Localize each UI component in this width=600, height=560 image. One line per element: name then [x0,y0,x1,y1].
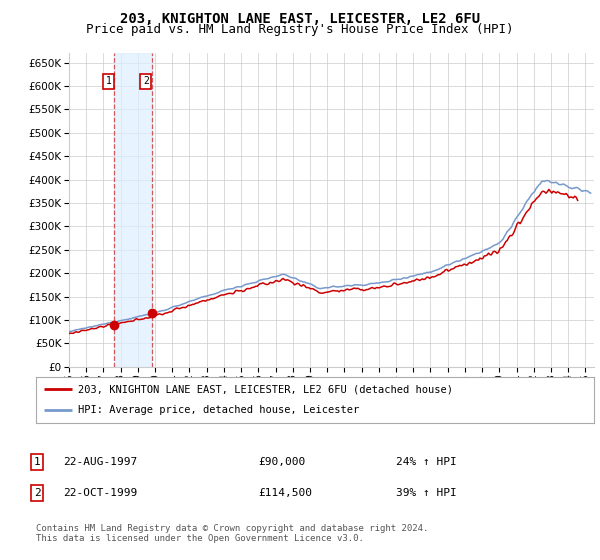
Text: 22-AUG-1997: 22-AUG-1997 [63,457,137,467]
Text: 1: 1 [106,76,112,86]
Text: 203, KNIGHTON LANE EAST, LEICESTER, LE2 6FU (detached house): 203, KNIGHTON LANE EAST, LEICESTER, LE2 … [78,384,453,394]
Text: 1: 1 [34,457,41,467]
Text: Contains HM Land Registry data © Crown copyright and database right 2024.
This d: Contains HM Land Registry data © Crown c… [36,524,428,543]
Text: £114,500: £114,500 [258,488,312,498]
Bar [115,53,152,367]
Text: 2: 2 [34,488,41,498]
Text: 2: 2 [143,76,149,86]
Text: 24% ↑ HPI: 24% ↑ HPI [396,457,457,467]
Text: 39% ↑ HPI: 39% ↑ HPI [396,488,457,498]
Text: £90,000: £90,000 [258,457,305,467]
Text: HPI: Average price, detached house, Leicester: HPI: Average price, detached house, Leic… [78,405,359,416]
Text: 203, KNIGHTON LANE EAST, LEICESTER, LE2 6FU: 203, KNIGHTON LANE EAST, LEICESTER, LE2 … [120,12,480,26]
Text: Price paid vs. HM Land Registry's House Price Index (HPI): Price paid vs. HM Land Registry's House … [86,22,514,36]
Text: 22-OCT-1999: 22-OCT-1999 [63,488,137,498]
